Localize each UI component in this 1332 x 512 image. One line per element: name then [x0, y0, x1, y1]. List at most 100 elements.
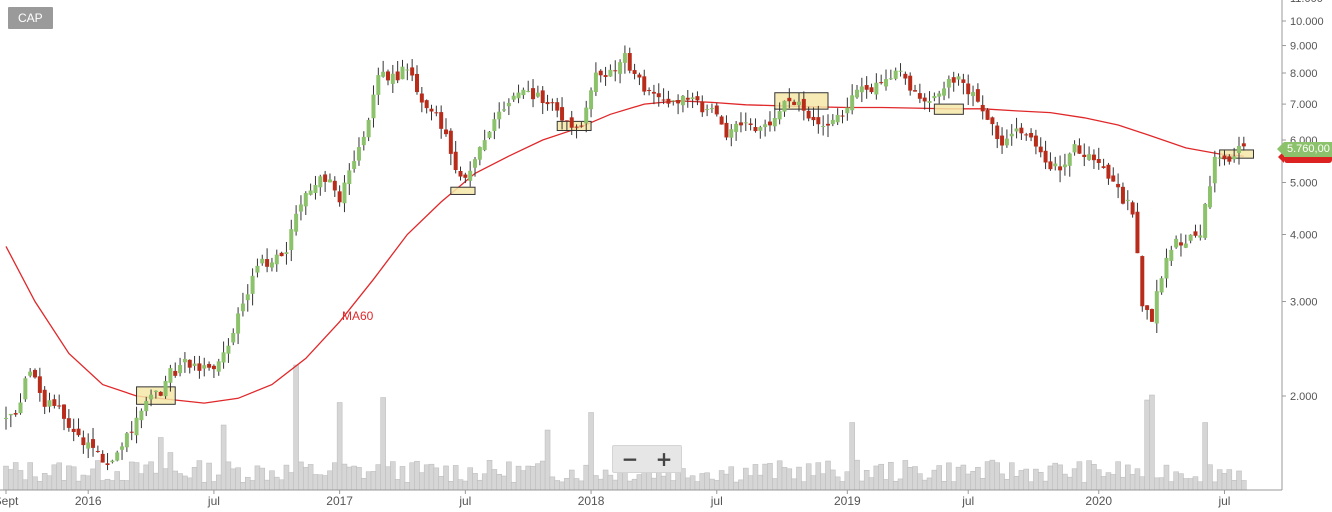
candle-body: [888, 78, 893, 80]
volume-bar: [723, 473, 730, 491]
candle-body: [1159, 278, 1164, 293]
candle-body: [381, 71, 386, 77]
volume-bar: [109, 480, 116, 491]
volume-bar: [206, 462, 212, 491]
candle-body: [86, 442, 91, 449]
volume-bar: [1067, 476, 1073, 491]
zoom-in-button[interactable]: +: [655, 447, 673, 471]
candle-body: [932, 95, 937, 99]
candle-body: [869, 87, 874, 93]
candle-body: [545, 102, 550, 105]
highlight-boxes: [136, 92, 1254, 405]
y-tick-label: 7.000: [1290, 99, 1318, 111]
volume-bar: [535, 463, 541, 491]
volume-bar: [1037, 472, 1044, 491]
candle-body: [811, 116, 816, 121]
ma-line: [5, 100, 1244, 404]
volume-bar: [1081, 482, 1088, 491]
volume-bar: [361, 478, 367, 491]
candle-body: [806, 110, 811, 119]
volume-bar: [825, 460, 831, 491]
volume-bar: [177, 473, 183, 491]
candle-body: [52, 399, 57, 406]
volume-bar: [747, 475, 754, 491]
candle-body: [526, 90, 531, 92]
volume-bar: [1100, 476, 1107, 491]
volume-bar: [1236, 470, 1242, 491]
candle-body: [303, 193, 308, 207]
candle-body: [400, 66, 405, 80]
volume-bar: [772, 478, 778, 491]
candle-body: [134, 417, 139, 436]
zoom-out-button[interactable]: −: [621, 447, 639, 471]
x-tick-label: 2017: [326, 494, 353, 508]
candle-body: [323, 174, 328, 182]
x-tick-label: 2018: [578, 494, 605, 508]
candle-body: [1058, 166, 1063, 171]
volume-bar: [351, 465, 357, 491]
candle-body: [260, 258, 265, 264]
candle-body: [1217, 157, 1222, 159]
volume-bar: [897, 478, 904, 491]
candlesticks: [4, 45, 1246, 471]
candle-body: [419, 93, 424, 103]
volume-bar: [631, 478, 638, 491]
volume-bar: [651, 477, 657, 491]
volume-bar: [501, 475, 507, 491]
volume-bar: [549, 476, 556, 491]
candle-body: [879, 82, 884, 84]
volume-bar: [46, 475, 53, 491]
volume-bar: [1207, 464, 1213, 491]
volume-bar: [1158, 477, 1165, 491]
volume-bar: [1115, 461, 1121, 491]
candle-body: [1029, 133, 1034, 138]
volume-bar: [196, 460, 203, 491]
volume-bar: [182, 475, 188, 491]
candle-body: [521, 89, 526, 96]
candle-body: [211, 365, 216, 370]
volume-bar: [1129, 474, 1136, 491]
volume-bar: [554, 480, 560, 491]
candle-body: [550, 102, 555, 104]
volume-bar: [394, 479, 401, 491]
candle-body: [961, 79, 966, 83]
volume-bar: [61, 479, 67, 491]
y-tick-label: 8.000: [1290, 68, 1318, 80]
volume-bar: [380, 397, 386, 491]
candle-body: [414, 73, 419, 93]
candle-body: [62, 404, 67, 419]
candle-body: [294, 213, 299, 232]
candle-body: [796, 101, 801, 106]
volume-bar: [573, 478, 580, 491]
candle-body: [738, 122, 743, 126]
candle-body: [898, 70, 903, 72]
candle-body: [777, 111, 782, 120]
volume-bar: [1033, 468, 1039, 491]
volume-bar: [491, 469, 498, 491]
volume-bar: [636, 474, 643, 491]
volume-bar: [1149, 394, 1155, 491]
volume-bar: [525, 465, 531, 491]
candle-body: [81, 437, 86, 446]
volume-bar: [994, 462, 1000, 491]
ticker-badge[interactable]: CAP: [8, 7, 53, 29]
volume-bar: [1086, 460, 1092, 491]
candle-body: [1072, 144, 1077, 153]
volume-bar: [1091, 464, 1097, 491]
volume-bar: [984, 461, 991, 491]
candle-body: [221, 352, 226, 363]
volume-bar: [975, 466, 981, 491]
candle-body: [250, 275, 255, 294]
volume-bar: [597, 478, 604, 491]
candle-body: [308, 190, 313, 195]
candle-body: [913, 90, 918, 92]
candle-body: [28, 371, 33, 376]
candle-body: [173, 370, 178, 376]
volume-bar: [467, 467, 473, 491]
candle-body: [608, 69, 613, 77]
candle-body: [236, 313, 241, 334]
candle-body: [226, 345, 231, 354]
last-price-label: 5.760,00: [1284, 142, 1332, 157]
candle-body: [632, 70, 637, 74]
